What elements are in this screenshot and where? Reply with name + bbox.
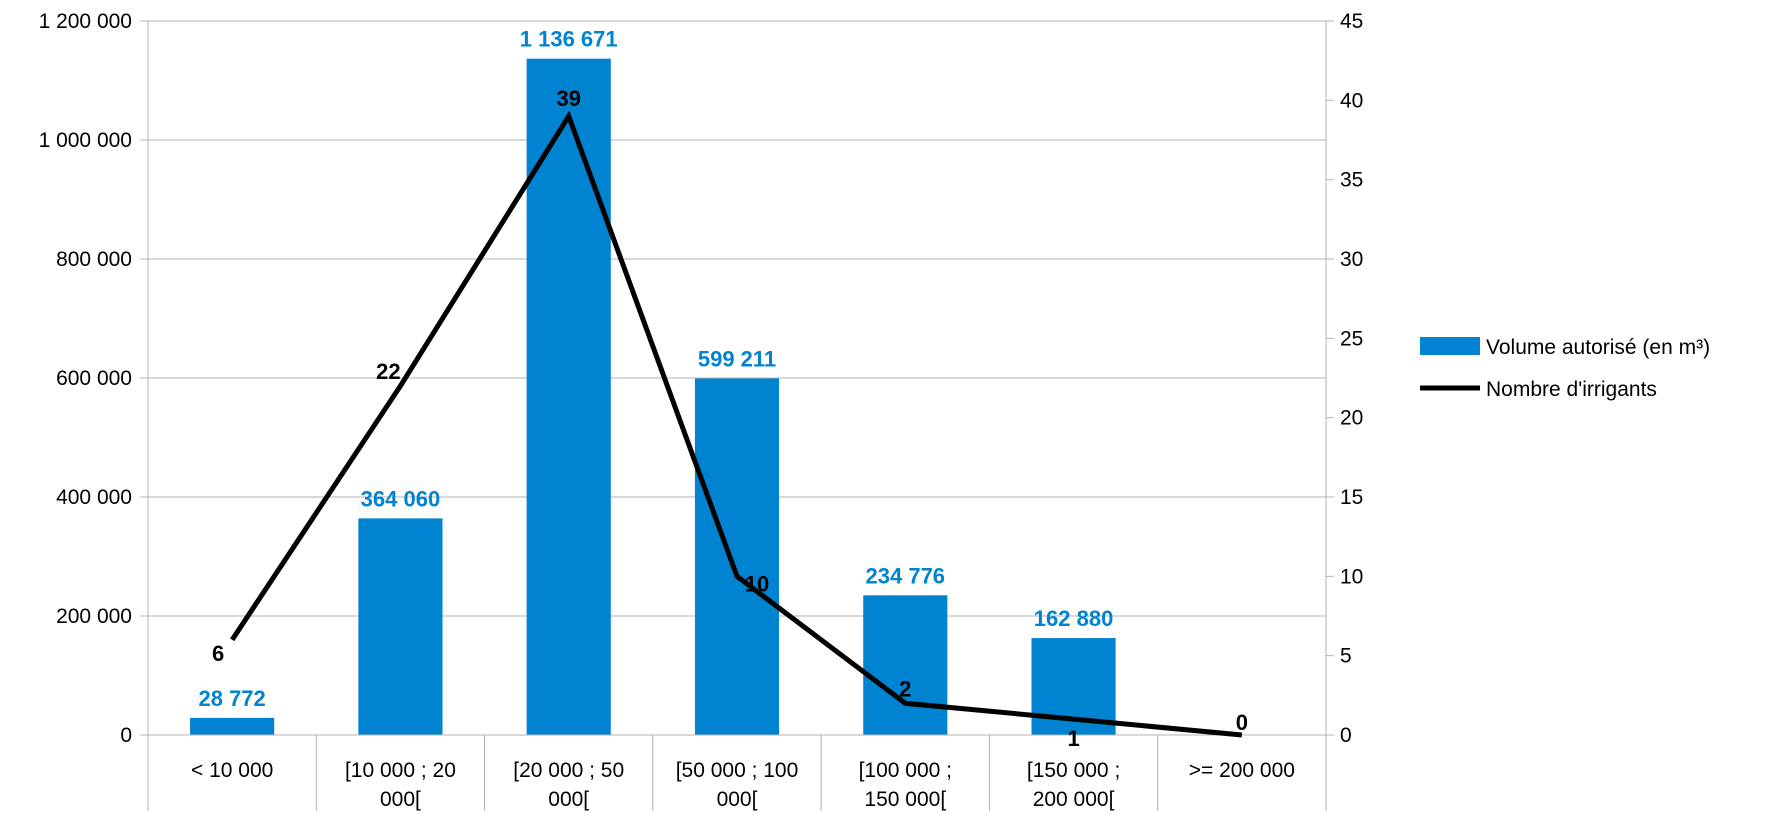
y-left-tick-label: 1 200 000: [39, 10, 132, 33]
y-right-tick-label: 30: [1340, 248, 1363, 271]
x-category-label-line: [10 000 ; 20: [345, 759, 456, 782]
y-right-tick-label: 40: [1340, 89, 1363, 112]
y-right-tick-label: 45: [1340, 10, 1363, 33]
axes: 0 200 000 400 000 600 000 800 000 1 000 000 1 …: [39, 10, 1363, 811]
legend-swatch-volume: [1420, 337, 1480, 355]
y-left-tick-label: 400 000: [56, 486, 132, 509]
y-right-tick-label: 10: [1340, 565, 1363, 588]
x-category-label: [100 000 ; 150 000[: [859, 759, 952, 811]
bar: [358, 518, 443, 735]
x-category-label-line: < 10 000: [191, 759, 273, 782]
line-value-label: 10: [745, 571, 769, 596]
bar-value-label: 162 880: [1034, 606, 1114, 631]
y-right-tick-label: 5: [1340, 645, 1352, 668]
x-category-label-line: [50 000 ; 100: [676, 759, 799, 782]
bar-value-label: 234 776: [866, 563, 946, 588]
bar-value-label: 28 772: [198, 686, 265, 711]
legend: Volume autorisé (en m³) Nombre d'irrigant…: [1420, 336, 1710, 401]
bar: [190, 717, 275, 735]
line-value-label: 0: [1236, 710, 1248, 735]
x-category-label-line: >= 200 000: [1189, 759, 1295, 782]
line-series: [230, 110, 1243, 738]
data-labels: 28 772 364 060 1 136 671 599 211 234 776 162 …: [198, 27, 1247, 751]
y-right-tick-label: 0: [1340, 724, 1352, 747]
x-category-label-line: [100 000 ;: [859, 759, 952, 782]
x-category-label: [50 000 ; 100 000[: [676, 759, 799, 811]
y-left-tick-label: 1 000 000: [39, 129, 132, 152]
x-category-label-line: 000[: [548, 788, 589, 811]
x-category-label: [150 000 ; 200 000[: [1027, 759, 1120, 811]
y-left-tick-label: 0: [120, 724, 132, 747]
y-right-tick-label: 20: [1340, 407, 1363, 430]
bar-value-label: 1 136 671: [520, 27, 618, 52]
line-value-label: 1: [1067, 726, 1079, 751]
x-category-label: < 10 000: [191, 759, 273, 782]
x-category-label: [10 000 ; 20 000[: [345, 759, 456, 811]
x-category-label-line: [20 000 ; 50: [513, 759, 624, 782]
x-category-label-line: 150 000[: [864, 788, 946, 811]
legend-label-irrigants: Nombre d'irrigants: [1486, 378, 1657, 401]
x-category-label-line: 000[: [380, 788, 421, 811]
irrigants-line: [230, 110, 1243, 738]
line-value-label: 39: [556, 86, 580, 111]
y-left-tick-label: 800 000: [56, 248, 132, 271]
y-right-tick-label: 15: [1340, 486, 1363, 509]
x-category-label-line: 000[: [717, 788, 758, 811]
bar: [863, 595, 948, 735]
bar-value-label: 599 211: [698, 346, 776, 371]
y-right-tick-label: 25: [1340, 327, 1363, 350]
y-left-tick-label: 600 000: [56, 367, 132, 390]
y-left-tick-label: 200 000: [56, 605, 132, 628]
bar: [526, 58, 611, 735]
gridlines: [148, 20, 1326, 617]
bar-value-label: 364 060: [361, 486, 441, 511]
x-category-label-line: 200 000[: [1033, 788, 1115, 811]
x-category-label-line: [150 000 ;: [1027, 759, 1120, 782]
line-value-label: 22: [376, 359, 400, 384]
x-category-label: >= 200 000: [1189, 759, 1295, 782]
line-value-label: 6: [212, 641, 224, 666]
bar-series: [190, 58, 1116, 735]
legend-label-volume: Volume autorisé (en m³): [1486, 336, 1710, 359]
bar: [694, 378, 780, 735]
y-right-tick-label: 35: [1340, 169, 1363, 192]
x-category-label: [20 000 ; 50 000[: [513, 759, 624, 811]
line-value-label: 2: [899, 676, 911, 701]
